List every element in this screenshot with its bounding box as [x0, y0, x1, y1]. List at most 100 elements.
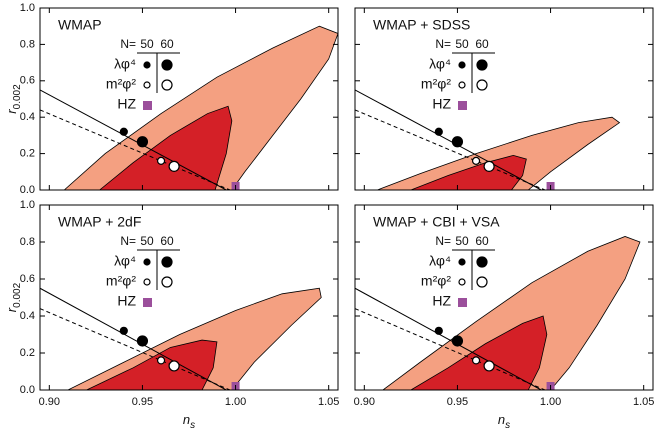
legend-label: λφ⁴	[429, 56, 451, 72]
y-tick-label: 1.0	[20, 199, 35, 211]
model-point	[451, 335, 464, 347]
confidence-region	[98, 105, 233, 190]
x-axis-label-sub: s	[190, 420, 195, 429]
y-tick-label: 0.4	[20, 310, 35, 322]
legend-symbol	[476, 79, 488, 91]
legend-header: N=	[120, 234, 136, 248]
y-tick-label: 0.0	[20, 184, 35, 196]
legend-symbol	[476, 276, 488, 288]
confidence-region	[410, 155, 527, 190]
legend-symbol	[161, 256, 173, 268]
legend-symbol	[458, 298, 467, 307]
model-point	[136, 136, 149, 148]
legend-n: 50	[455, 234, 469, 248]
model-point	[451, 136, 464, 148]
legend-symbol	[476, 59, 488, 71]
panel-title: WMAP + SDSS	[373, 17, 470, 33]
plot-area	[40, 25, 338, 190]
y-tick-label: 0.2	[20, 347, 35, 359]
legend-header: N=	[435, 37, 451, 51]
plot-frame	[354, 7, 654, 191]
panel-title: WMAP + CBI + VSA	[373, 214, 500, 230]
panel: 0.90 0.95 1.00 1.05 ns WMAP + CBI + VSA N= 50 60…	[354, 204, 654, 429]
x-axis-label: ns	[498, 412, 510, 429]
legend-label: HZ	[432, 293, 451, 309]
legend-header: N=	[120, 37, 136, 51]
model-point	[168, 160, 180, 172]
plot-area	[355, 236, 641, 390]
legend-symbol	[143, 258, 151, 266]
panel-title: WMAP + 2dF	[58, 214, 141, 230]
legend-n: 50	[140, 37, 154, 51]
y-tick-label: 0.4	[20, 111, 35, 123]
legend-symbol	[161, 59, 173, 71]
x-tick-label: 0.95	[447, 396, 468, 408]
legend-n: 50	[455, 37, 469, 51]
legend-label: m²φ²	[106, 76, 136, 92]
x-tick-label: 1.05	[318, 396, 339, 408]
legend-symbol	[458, 81, 466, 89]
plot-area	[355, 89, 621, 190]
y-tick-label: 0.8	[20, 236, 35, 248]
model-point	[471, 156, 481, 165]
x-tick-label: 0.90	[354, 396, 375, 408]
legend-symbol	[143, 101, 152, 110]
x-tick-label: 1.00	[540, 396, 561, 408]
y-axis-label: r0.002	[4, 84, 22, 114]
legend-n: 60	[475, 37, 489, 51]
model-point	[434, 127, 443, 136]
x-axis-label: ns	[183, 412, 195, 429]
confidence-region	[410, 315, 548, 390]
legend-n: 60	[475, 234, 489, 248]
model-line	[40, 89, 227, 190]
y-axis-label: r0.002	[4, 282, 22, 312]
confidence-region	[86, 339, 218, 390]
legend-symbol	[458, 278, 466, 286]
plot-frame	[39, 7, 339, 191]
legend-label: m²φ²	[106, 273, 136, 289]
legend-n: 60	[160, 37, 174, 51]
legend-symbol	[143, 278, 151, 286]
y-tick-label: 0.8	[20, 38, 35, 50]
legend-symbol	[143, 81, 151, 89]
confidence-region	[382, 236, 641, 390]
x-axis-label-main: n	[183, 412, 190, 427]
legend-label: m²φ²	[421, 273, 451, 289]
model-line	[40, 109, 231, 190]
panel: WMAP + SDSS N= 50 60 λφ⁴ m²φ² HZ	[354, 7, 654, 191]
model-point	[156, 156, 166, 165]
model-point	[483, 160, 495, 172]
model-point	[434, 326, 443, 335]
legend-symbol	[458, 61, 466, 69]
legend-label: λφ⁴	[114, 253, 136, 269]
legend-symbol	[458, 101, 467, 110]
legend-symbol	[143, 61, 151, 69]
model-point	[156, 356, 166, 365]
model-line	[40, 287, 227, 390]
legend-label: HZ	[432, 96, 451, 112]
legend-n: 50	[140, 234, 154, 248]
x-axis-label-main: n	[498, 412, 505, 427]
confidence-region	[67, 287, 322, 390]
panel-title: WMAP	[58, 17, 102, 33]
model-line	[355, 89, 542, 190]
model-point	[119, 127, 128, 136]
model-point	[471, 356, 481, 365]
y-tick-label: 1.0	[20, 2, 35, 14]
x-tick-label: 0.95	[132, 396, 153, 408]
x-tick-label: 1.05	[633, 396, 654, 408]
legend-n: 60	[160, 234, 174, 248]
legend-label: HZ	[117, 96, 136, 112]
model-point	[168, 360, 180, 372]
y-axis-label-sub: 0.002	[12, 84, 23, 109]
model-point	[483, 360, 495, 372]
legend-label: λφ⁴	[114, 56, 136, 72]
model-point	[119, 326, 128, 335]
model-line	[355, 109, 546, 190]
plot-frame	[39, 204, 339, 391]
panel: 0.90 0.95 1.00 1.05 0.0 0.2 0.4 0.6 0.8 1.0 r0.002…	[4, 199, 339, 429]
legend-header: N=	[435, 234, 451, 248]
x-tick-label: 1.00	[225, 396, 246, 408]
y-tick-label: 0.6	[20, 273, 35, 285]
